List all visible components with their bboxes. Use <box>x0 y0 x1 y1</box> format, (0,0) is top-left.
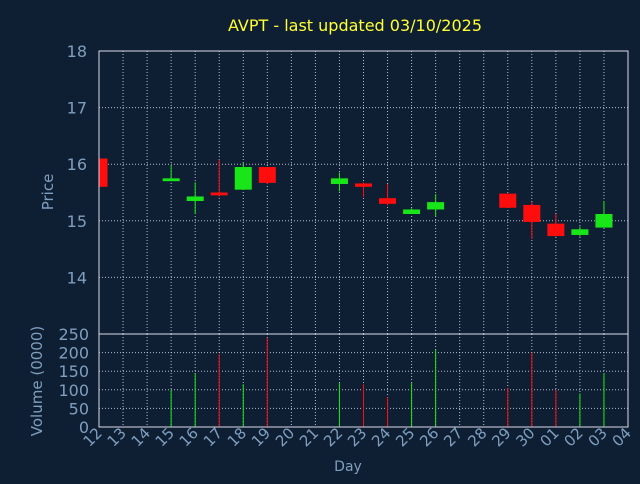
candle-body <box>258 167 276 183</box>
candle-body <box>499 193 517 208</box>
candle-body <box>427 202 445 210</box>
candle-body <box>330 178 348 185</box>
x-tick-label: 16 <box>176 424 202 450</box>
x-tick-label: 23 <box>344 424 370 450</box>
x-tick-label: 30 <box>512 424 538 450</box>
x-tick-label: 13 <box>104 424 130 450</box>
candle-body <box>547 223 565 237</box>
volume-tick-label: 100 <box>58 381 89 400</box>
candle-body <box>379 198 397 204</box>
x-tick-label: 22 <box>320 424 346 450</box>
volume-tick-label: 50 <box>69 399 89 418</box>
x-tick-label: 20 <box>272 424 298 450</box>
x-tick-labels: 1213141516171819202122232425262728293001… <box>80 424 635 450</box>
panel-frames <box>98 50 629 428</box>
volume-panel-frame <box>98 333 629 428</box>
x-tick-label: 25 <box>392 424 418 450</box>
x-tick-label: 03 <box>585 424 611 450</box>
x-tick-label: 24 <box>368 424 394 450</box>
candle-body <box>186 196 204 201</box>
x-tick-label: 26 <box>416 424 442 450</box>
candle-body <box>99 158 108 187</box>
price-tick-label: 16 <box>67 155 87 174</box>
x-tick-label: 14 <box>128 424 154 450</box>
x-tick-label: 15 <box>152 424 178 450</box>
candle-body <box>571 229 589 235</box>
x-tick-label: 17 <box>200 424 226 450</box>
x-tick-label: 04 <box>609 424 635 450</box>
price-tick-label: 17 <box>67 99 87 118</box>
candle-body <box>234 167 252 190</box>
volume-bars <box>170 337 605 427</box>
price-axis-label: Price <box>39 174 57 211</box>
x-tick-label: 21 <box>296 424 322 450</box>
candle-body <box>595 214 613 228</box>
volume-tick-label: 250 <box>58 325 89 344</box>
volume-tick-label: 0 <box>79 418 89 437</box>
x-tick-label: 19 <box>248 424 274 450</box>
candle-body <box>162 178 180 182</box>
candle-body <box>403 209 421 215</box>
price-tick-label: 18 <box>67 42 87 61</box>
candles <box>98 158 613 239</box>
x-tick-label: 28 <box>464 424 490 450</box>
volume-tick-label: 200 <box>58 344 89 363</box>
x-axis-label: Day <box>334 459 362 475</box>
x-tick-label: 18 <box>224 424 250 450</box>
price-tick-labels: 14 15 16 17 18 <box>67 42 87 287</box>
x-tick-label: 29 <box>488 424 514 450</box>
x-tick-label: 01 <box>536 424 562 450</box>
candle-body <box>210 192 228 196</box>
volume-tick-label: 150 <box>58 362 89 381</box>
x-tick-label: 27 <box>440 424 466 450</box>
price-tick-label: 14 <box>67 268 87 287</box>
price-tick-label: 15 <box>67 212 87 231</box>
candle-body <box>523 204 541 222</box>
chart-title: AVPT - last updated 03/10/2025 <box>228 16 482 35</box>
candle-body <box>355 183 372 187</box>
volume-axis-label: Volume (0000) <box>28 326 46 436</box>
x-tick-label: 02 <box>561 424 587 450</box>
